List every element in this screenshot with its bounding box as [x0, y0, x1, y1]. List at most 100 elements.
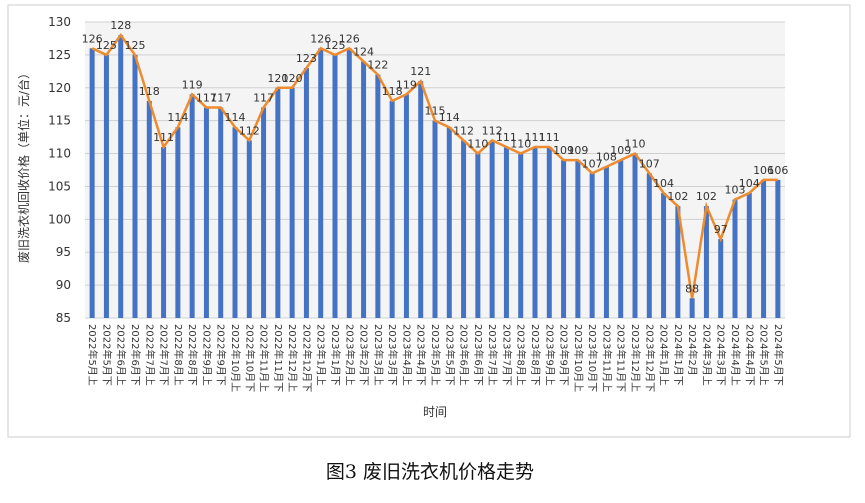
x-tick-label: 2022年10月上: [229, 324, 242, 392]
bar: [275, 87, 281, 319]
data-label: 118: [382, 85, 403, 98]
bar: [775, 179, 781, 318]
y-tick-label: 95: [56, 245, 71, 259]
data-label: 123: [296, 52, 317, 65]
bar: [103, 54, 109, 319]
x-tick-label: 2023年5月下: [443, 324, 456, 386]
data-label: 128: [110, 19, 131, 32]
bar: [718, 239, 724, 318]
bar: [461, 140, 467, 318]
x-tick-label: 2023年12月下: [643, 324, 656, 392]
data-label: 117: [196, 92, 217, 105]
x-tick-label: 2022年6月上: [115, 324, 128, 386]
data-label: 125: [96, 39, 117, 52]
bar: [489, 140, 495, 318]
data-label: 114: [225, 111, 246, 124]
bar: [332, 54, 338, 319]
data-label: 111: [525, 131, 546, 144]
bar: [418, 81, 424, 318]
bar: [132, 54, 138, 319]
bar: [475, 153, 481, 318]
x-tick-label: 2022年9月下: [215, 324, 228, 386]
bar: [318, 48, 324, 319]
x-tick-label: 2022年7月下: [158, 324, 171, 386]
x-tick-label: 2024年2月: [686, 324, 699, 376]
bar: [618, 160, 624, 318]
bar: [89, 48, 95, 319]
x-tick-label: 2023年6月上: [458, 324, 471, 386]
y-tick-label: 120: [48, 81, 71, 95]
y-tick-label: 115: [48, 114, 71, 128]
x-tick-label: 2022年12月上: [286, 324, 299, 392]
x-tick-label: 2022年11月下: [272, 324, 285, 392]
data-label: 112: [482, 124, 503, 137]
x-tick-label: 2023年6月下: [472, 324, 485, 386]
data-label: 110: [625, 138, 646, 151]
x-tick-label: 2023年10月下: [586, 324, 599, 392]
x-axis-title: 时间: [423, 405, 447, 419]
data-label: 111: [153, 131, 174, 144]
x-tick-label: 2022年12月下: [300, 324, 313, 392]
x-tick-label: 2023年1月下: [329, 324, 342, 386]
data-label: 114: [167, 111, 188, 124]
data-label: 112: [239, 124, 260, 137]
data-label: 126: [310, 32, 331, 45]
bar: [661, 193, 667, 318]
bar: [261, 107, 267, 318]
x-tick-label: 2022年9月上: [200, 324, 213, 386]
x-tick-label: 2023年8月下: [529, 324, 542, 386]
bar: [175, 127, 181, 318]
caption: 图3 废旧洗衣机价格走势: [326, 461, 534, 483]
data-label: 125: [325, 39, 346, 52]
data-label: 110: [467, 138, 488, 151]
bar: [603, 166, 609, 318]
data-label: 124: [353, 45, 374, 58]
data-label: 126: [339, 32, 360, 45]
x-tick-label: 2023年4月上: [400, 324, 413, 386]
x-tick-label: 2023年2月下: [358, 324, 371, 386]
data-label: 112: [453, 124, 474, 137]
y-tick-label: 100: [48, 212, 71, 226]
data-label: 106: [753, 164, 774, 177]
x-tick-label: 2024年3月上: [700, 324, 713, 386]
x-tick-label: 2023年3月上: [372, 324, 385, 386]
bar: [546, 146, 552, 318]
data-label: 102: [667, 190, 688, 203]
data-label: 117: [210, 92, 231, 105]
data-label: 119: [182, 78, 203, 91]
bar: [632, 153, 638, 318]
data-label: 111: [496, 131, 517, 144]
bar: [246, 140, 252, 318]
x-tick-label: 2022年8月上: [172, 324, 185, 386]
x-tick-label: 2023年9月下: [558, 324, 571, 386]
bar: [675, 206, 681, 318]
x-tick-label: 2023年1月上: [315, 324, 328, 386]
bar: [446, 127, 452, 318]
x-tick-label: 2022年8月下: [186, 324, 199, 386]
data-label: 88: [685, 282, 699, 295]
x-tick-label: 2023年8月上: [515, 324, 528, 386]
x-tick-label: 2023年10月上: [572, 324, 585, 392]
bar: [375, 74, 381, 318]
data-label: 103: [725, 184, 746, 197]
bar: [646, 173, 652, 318]
bar: [289, 87, 295, 319]
data-label: 120: [267, 72, 288, 85]
bar: [361, 61, 367, 318]
x-tick-label: 2023年9月上: [543, 324, 556, 386]
bar: [503, 146, 509, 318]
x-tick-label: 2022年11月上: [258, 324, 271, 392]
bar: [346, 48, 352, 319]
data-label: 108: [596, 151, 617, 164]
y-tick-label: 110: [48, 147, 71, 161]
bar: [218, 107, 224, 318]
data-label: 111: [539, 131, 560, 144]
data-label: 126: [82, 32, 103, 45]
bar: [432, 120, 438, 319]
data-label: 119: [396, 78, 417, 91]
x-tick-label: 2023年11月上: [600, 324, 613, 392]
y-tick-label: 90: [56, 278, 71, 292]
bar: [703, 206, 709, 318]
data-label: 109: [567, 144, 588, 157]
